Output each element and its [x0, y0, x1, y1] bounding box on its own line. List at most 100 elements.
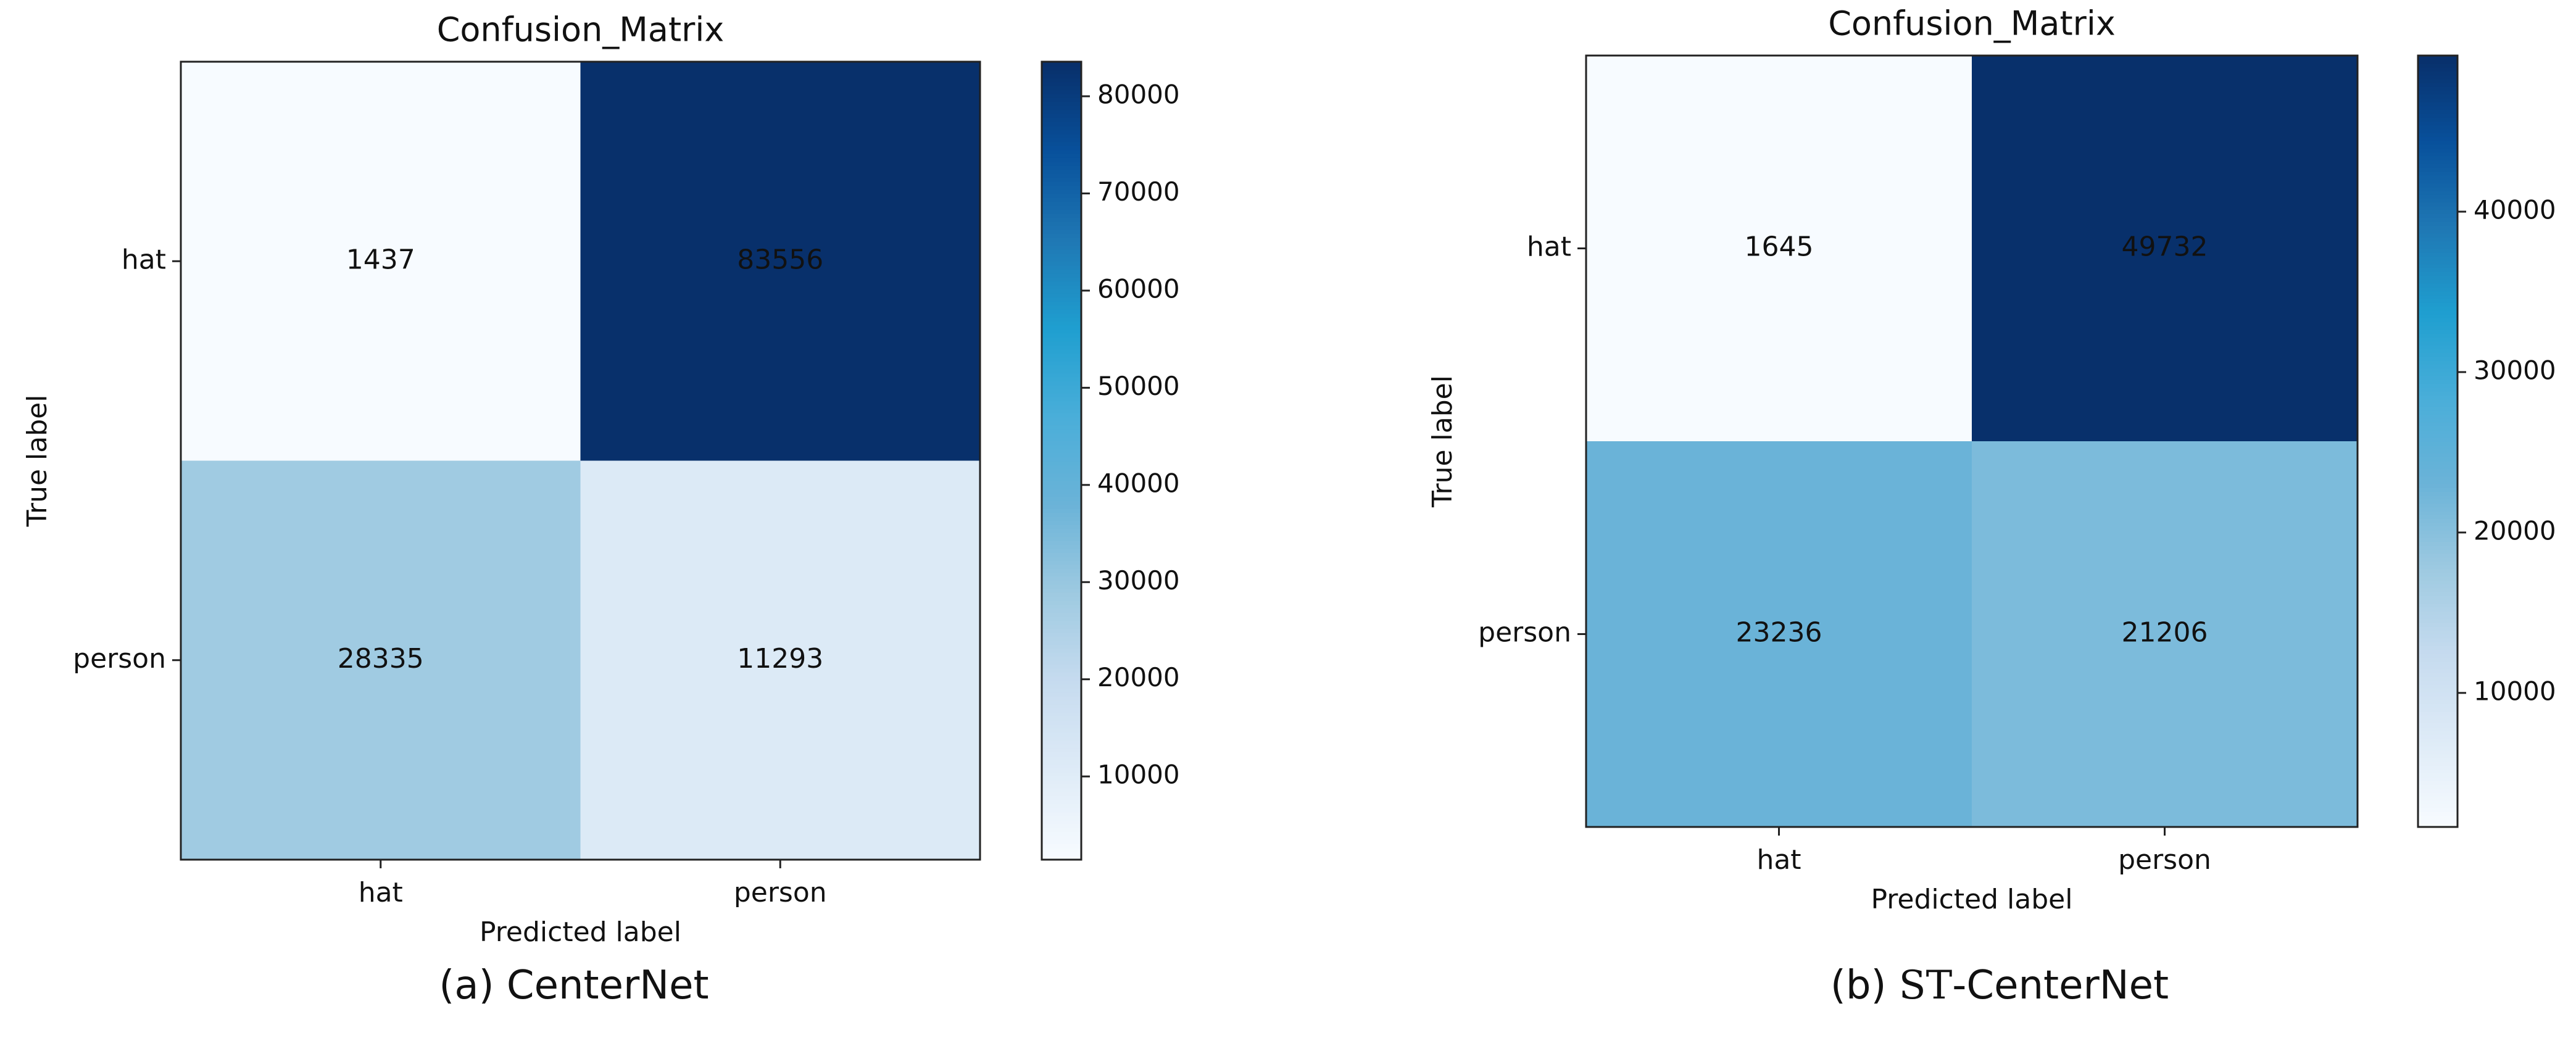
- colorbar-band-a: [1042, 281, 1081, 286]
- colorbar-band-a: [1042, 317, 1081, 322]
- colorbar-band-b: [2418, 661, 2458, 666]
- y-tick-label-a-hat: hat: [122, 244, 166, 275]
- colorbar-band-a: [1042, 763, 1081, 769]
- colorbar-band-a: [1042, 600, 1081, 605]
- colorbar-band-b: [2418, 75, 2458, 80]
- colorbar-band-b: [2418, 402, 2458, 407]
- colorbar-band-a: [1042, 209, 1081, 214]
- colorbar-band-b: [2418, 78, 2458, 83]
- colorbar-band-b: [2418, 596, 2458, 600]
- colorbar-band-a: [1042, 333, 1081, 338]
- colorbar-band-a: [1042, 520, 1081, 525]
- colorbar-band-b: [2418, 164, 2458, 168]
- colorbar-band-a: [1042, 724, 1081, 729]
- cell-value-b-person-hat: 23236: [1736, 617, 1822, 649]
- colorbar-band-b: [2418, 356, 2458, 361]
- colorbar-band-b: [2418, 372, 2458, 376]
- colorbar-band-a: [1042, 341, 1081, 346]
- colorbar-band-b: [2418, 94, 2458, 99]
- colorbar-band-a: [1042, 644, 1081, 649]
- colorbar-band-a: [1042, 277, 1081, 282]
- colorbar-band-b: [2418, 781, 2458, 786]
- colorbar-band-b: [2418, 788, 2458, 793]
- colorbar-band-b: [2418, 699, 2458, 704]
- colorbar-band-b: [2418, 241, 2458, 246]
- colorbar-band-a: [1042, 89, 1081, 94]
- colorbar-band-b: [2418, 692, 2458, 697]
- colorbar-band-a: [1042, 109, 1081, 114]
- colorbar-band-b: [2418, 776, 2458, 781]
- colorbar-band-b: [2418, 665, 2458, 670]
- colorbar-band-a: [1042, 608, 1081, 613]
- colorbar-band-b: [2418, 707, 2458, 712]
- colorbar-band-b: [2418, 267, 2458, 272]
- colorbar-band-a: [1042, 376, 1081, 381]
- colorbar-band-b: [2418, 214, 2458, 218]
- plot-frame-b: [1585, 54, 2359, 828]
- colorbar-band-a: [1042, 309, 1081, 314]
- colorbar-band-b: [2418, 233, 2458, 238]
- colorbar-band-b: [2418, 349, 2458, 354]
- colorbar-tick-label-b-40000: 40000: [2474, 194, 2556, 225]
- colorbar-band-a: [1042, 349, 1081, 354]
- colorbar-band-a: [1042, 792, 1081, 797]
- colorbar-band-a: [1042, 732, 1081, 737]
- colorbar-band-a: [1042, 528, 1081, 533]
- colorbar-band-b: [2418, 90, 2458, 95]
- colorbar-band-a: [1042, 588, 1081, 593]
- colorbar-band-b: [2418, 807, 2458, 812]
- colorbar-band-b: [2418, 414, 2458, 419]
- colorbar-band-b: [2418, 364, 2458, 369]
- colorbar-band-b: [2418, 549, 2458, 554]
- x-tick-label-a-hat: hat: [359, 877, 403, 908]
- y-tick-label-b-hat: hat: [1527, 231, 1571, 263]
- colorbar-band-b: [2418, 125, 2458, 130]
- colorbar-band-a: [1042, 787, 1081, 792]
- colorbar-band-b: [2418, 391, 2458, 396]
- colorbar-band-a: [1042, 81, 1081, 86]
- colorbar-band-a: [1042, 392, 1081, 397]
- colorbar-band-a: [1042, 464, 1081, 470]
- colorbar-band-b: [2418, 56, 2458, 60]
- colorbar-band-b: [2418, 480, 2458, 484]
- cell-value-a-hat-person: 83556: [737, 244, 823, 275]
- colorbar-band-a: [1042, 313, 1081, 318]
- cell-a-person-hat: [181, 460, 581, 860]
- colorbar-band-b: [2418, 121, 2458, 126]
- colorbar-band-a: [1042, 580, 1081, 585]
- colorbar-band-b: [2418, 133, 2458, 138]
- colorbar-band-b: [2418, 726, 2458, 731]
- colorbar-band-a: [1042, 153, 1081, 158]
- colorbar-band-a: [1042, 133, 1081, 138]
- colorbar-band-b: [2418, 337, 2458, 342]
- colorbar-band-b: [2418, 287, 2458, 292]
- colorbar-band-a: [1042, 404, 1081, 410]
- cell-value-b-hat-person: 49732: [2122, 231, 2208, 263]
- colorbar-band-a: [1042, 269, 1081, 274]
- colorbar-band-a: [1042, 584, 1081, 589]
- colorbar-band-b: [2418, 198, 2458, 203]
- colorbar-band-a: [1042, 684, 1081, 689]
- colorbar-band-b: [2418, 159, 2458, 164]
- colorbar-band-b: [2418, 229, 2458, 234]
- colorbar-band-a: [1042, 680, 1081, 685]
- colorbar-band-a: [1042, 839, 1081, 844]
- colorbar-band-b: [2418, 823, 2458, 828]
- colorbar-band-b: [2418, 483, 2458, 488]
- colorbar-band-a: [1042, 800, 1081, 805]
- colorbar-band-a: [1042, 425, 1081, 430]
- colorbar-band-b: [2418, 175, 2458, 180]
- colorbar-band-a: [1042, 544, 1081, 549]
- colorbar-band-a: [1042, 201, 1081, 206]
- colorbar-band-b: [2418, 812, 2458, 816]
- colorbar-tick-label-a-60000: 60000: [1097, 273, 1180, 304]
- colorbar-band-b: [2418, 217, 2458, 222]
- chart-title-a: Confusion_Matrix: [437, 10, 725, 49]
- colorbar-tick-label-b-20000: 20000: [2474, 515, 2556, 546]
- colorbar-band-a: [1042, 261, 1081, 266]
- colorbar-band-b: [2418, 325, 2458, 330]
- colorbar-band-b: [2418, 206, 2458, 210]
- colorbar-band-b: [2418, 769, 2458, 774]
- colorbar-band-a: [1042, 760, 1081, 765]
- colorbar-band-a: [1042, 836, 1081, 841]
